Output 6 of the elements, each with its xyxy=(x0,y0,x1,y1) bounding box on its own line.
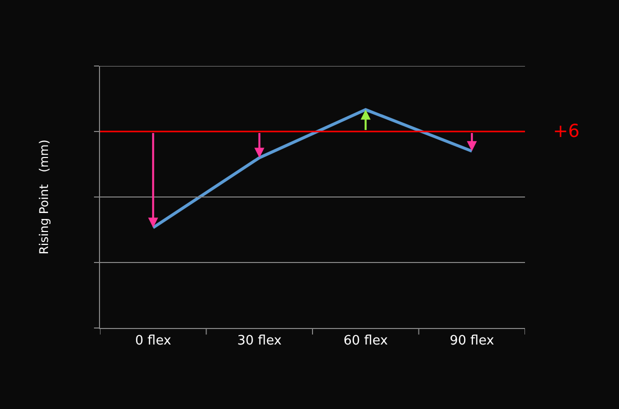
text: +6 xyxy=(553,121,580,142)
y-axis-title: Rising Point (mm) xyxy=(36,140,51,254)
x-tick-label: 0 flex xyxy=(135,334,172,349)
x-tick-label: 60 flex xyxy=(343,334,388,349)
x-tick-label: 30 flex xyxy=(237,334,282,349)
x-tick-label: 90 flex xyxy=(450,334,494,349)
